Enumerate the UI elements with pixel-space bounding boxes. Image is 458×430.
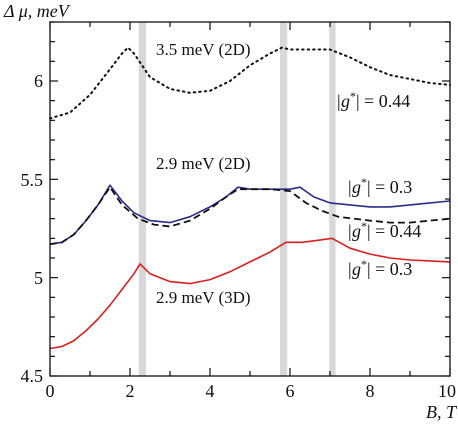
annotation-label: 2.9 meV (2D) xyxy=(156,154,251,173)
g-factor-label: |g*| = 0.44 xyxy=(336,89,410,111)
shaded-bands xyxy=(138,22,336,376)
x-tick-label: 0 xyxy=(46,381,55,401)
y-tick-label: 6 xyxy=(34,71,43,91)
x-tick-label: 10 xyxy=(438,381,456,401)
shaded-band xyxy=(138,22,146,376)
series-line-3 xyxy=(49,186,451,246)
y-tick-label: 5 xyxy=(34,268,43,288)
x-tick-label: 2 xyxy=(126,381,135,401)
g-factor-label: |g*| = 0.3 xyxy=(347,175,412,197)
series-line-4 xyxy=(49,237,451,350)
x-tick-label: 4 xyxy=(206,381,215,401)
y-axis-title: Δ μ, meV xyxy=(3,1,71,21)
series-lines xyxy=(49,46,451,350)
x-tick-label: 6 xyxy=(286,381,295,401)
g-factor-label: |g*| = 0.44 xyxy=(347,219,421,241)
x-axis-title: B, T xyxy=(426,402,458,422)
y-tick-label: 4.5 xyxy=(21,366,44,386)
g-factor-label: |g*| = 0.3 xyxy=(347,257,412,279)
shaded-band xyxy=(280,22,288,376)
x-tick-label: 8 xyxy=(366,381,375,401)
annotation-label: 2.9 meV (3D) xyxy=(156,288,251,307)
shaded-band xyxy=(329,22,336,376)
ticks xyxy=(49,21,451,377)
y-tick-label: 5.5 xyxy=(21,170,44,190)
series-line-1 xyxy=(49,46,451,120)
annotation-label: 3.5 meV (2D) xyxy=(156,40,251,59)
